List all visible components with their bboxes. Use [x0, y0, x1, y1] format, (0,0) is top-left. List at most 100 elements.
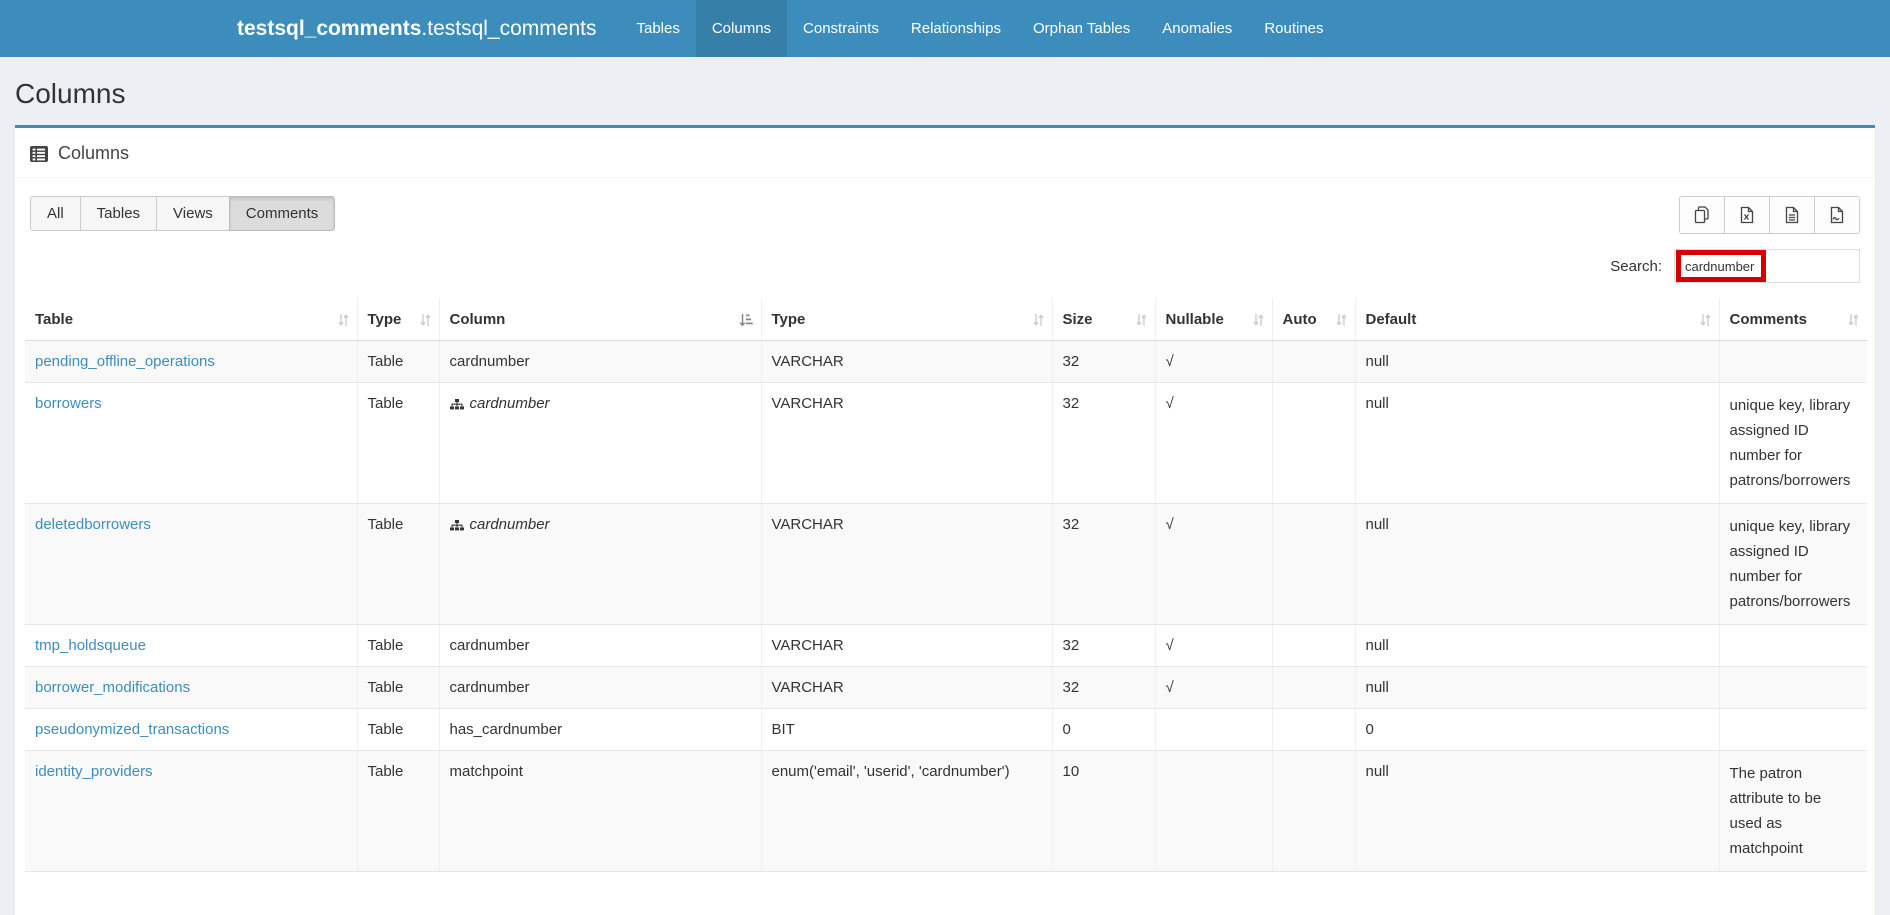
default-cell: 0: [1355, 709, 1719, 751]
default-cell: null: [1355, 504, 1719, 625]
column-header-comments[interactable]: Comments: [1719, 299, 1867, 341]
comments-cell: [1719, 625, 1867, 667]
filter-button-all[interactable]: All: [30, 196, 81, 231]
auto-cell: [1272, 751, 1355, 872]
column-name-cell: matchpoint: [439, 751, 761, 872]
table-row: identity_providers Table matchpoint enum…: [25, 751, 1867, 872]
app-brand: testsql_comments.testsql_comments: [237, 0, 596, 57]
export-excel-button[interactable]: [1724, 196, 1770, 234]
table-link[interactable]: borrower_modifications: [35, 679, 190, 696]
brand-schema-name: .testsql_comments: [421, 17, 596, 41]
auto-cell: [1272, 383, 1355, 504]
sort-icon[interactable]: [1336, 312, 1347, 327]
filter-button-tables[interactable]: Tables: [80, 196, 157, 231]
table-link[interactable]: deletedborrowers: [35, 516, 151, 533]
size-cell: 0: [1052, 709, 1155, 751]
comments-cell: unique key, library assigned ID number f…: [1719, 504, 1867, 625]
nullable-cell: √: [1155, 625, 1272, 667]
nav-tab-orphan-tables[interactable]: Orphan Tables: [1017, 0, 1146, 57]
column-header-type[interactable]: Type: [761, 299, 1052, 341]
column-header-auto[interactable]: Auto: [1272, 299, 1355, 341]
auto-cell: [1272, 667, 1355, 709]
object-type-cell: Table: [357, 709, 439, 751]
export-button-group: [1679, 196, 1860, 234]
table-name-cell: pseudonymized_transactions: [25, 709, 357, 751]
nav-tab-tables[interactable]: Tables: [620, 0, 695, 57]
right-tools: Search:: [1610, 196, 1860, 283]
search-input[interactable]: [1674, 249, 1860, 283]
navbar: testsql_comments.testsql_comments Tables…: [0, 0, 1890, 57]
object-type-cell: Table: [357, 667, 439, 709]
table-name-cell: borrower_modifications: [25, 667, 357, 709]
table-body: pending_offline_operations Table cardnum…: [25, 341, 1867, 872]
column-header-nullable[interactable]: Nullable: [1155, 299, 1272, 341]
object-type-cell: Table: [357, 383, 439, 504]
auto-cell: [1272, 625, 1355, 667]
table-link[interactable]: pending_offline_operations: [35, 353, 215, 370]
size-cell: 32: [1052, 667, 1155, 709]
size-cell: 32: [1052, 625, 1155, 667]
file-lines-icon: [1782, 205, 1802, 225]
nav-tab-columns[interactable]: Columns: [696, 0, 787, 57]
sort-icon[interactable]: [1700, 312, 1711, 327]
data-type-cell: VARCHAR: [761, 383, 1052, 504]
object-type-cell: Table: [357, 504, 439, 625]
nav-tabs: TablesColumnsConstraintsRelationshipsOrp…: [620, 0, 1339, 57]
table-name-cell: identity_providers: [25, 751, 357, 872]
column-header-type[interactable]: Type: [357, 299, 439, 341]
search-label: Search:: [1610, 258, 1662, 275]
column-header-default[interactable]: Default: [1355, 299, 1719, 341]
column-header-size[interactable]: Size: [1052, 299, 1155, 341]
table-name-cell: borrowers: [25, 383, 357, 504]
column-name-cell: cardnumber: [439, 625, 761, 667]
nullable-cell: [1155, 751, 1272, 872]
table-link[interactable]: borrowers: [35, 395, 102, 412]
filter-button-group: AllTablesViewsComments: [30, 196, 335, 231]
nav-tab-relationships[interactable]: Relationships: [895, 0, 1017, 57]
sort-icon[interactable]: [739, 312, 753, 327]
nav-tab-anomalies[interactable]: Anomalies: [1146, 0, 1248, 57]
export-csv-button[interactable]: [1769, 196, 1815, 234]
default-cell: null: [1355, 625, 1719, 667]
nullable-cell: √: [1155, 341, 1272, 383]
default-cell: null: [1355, 383, 1719, 504]
default-cell: null: [1355, 751, 1719, 872]
comments-cell: [1719, 667, 1867, 709]
columns-table: Table Type Column: [25, 299, 1867, 872]
copy-button[interactable]: [1679, 196, 1725, 234]
card-header: Columns: [15, 128, 1875, 178]
sort-icon[interactable]: [1253, 312, 1264, 327]
nav-tab-routines[interactable]: Routines: [1248, 0, 1339, 57]
sort-icon[interactable]: [420, 312, 431, 327]
sort-icon[interactable]: [1033, 312, 1044, 327]
column-header-column[interactable]: Column: [439, 299, 761, 341]
comments-cell: [1719, 709, 1867, 751]
filter-button-comments[interactable]: Comments: [229, 196, 336, 231]
column-name-cell: cardnumber: [439, 667, 761, 709]
auto-cell: [1272, 709, 1355, 751]
copy-icon: [1692, 205, 1712, 225]
sort-icon[interactable]: [1136, 312, 1147, 327]
page-title: Columns: [15, 78, 1875, 110]
column-name-cell: cardnumber: [439, 504, 761, 625]
object-type-cell: Table: [357, 751, 439, 872]
column-header-table[interactable]: Table: [25, 299, 357, 341]
table-link[interactable]: tmp_holdsqueue: [35, 637, 146, 654]
sort-icon[interactable]: [338, 312, 349, 327]
table-link[interactable]: identity_providers: [35, 763, 153, 780]
table-row: borrower_modifications Table cardnumber …: [25, 667, 1867, 709]
default-cell: null: [1355, 341, 1719, 383]
data-type-cell: VARCHAR: [761, 625, 1052, 667]
sitemap-icon: [450, 520, 464, 531]
nav-tab-constraints[interactable]: Constraints: [787, 0, 895, 57]
auto-cell: [1272, 504, 1355, 625]
sort-icon[interactable]: [1848, 312, 1859, 327]
export-pdf-button[interactable]: [1814, 196, 1860, 234]
table-name-cell: deletedborrowers: [25, 504, 357, 625]
filter-button-views[interactable]: Views: [156, 196, 230, 231]
toolbar: AllTablesViewsComments: [25, 188, 1865, 283]
table-row: pseudonymized_transactions Table has_car…: [25, 709, 1867, 751]
table-link[interactable]: pseudonymized_transactions: [35, 721, 229, 738]
data-type-cell: VARCHAR: [761, 667, 1052, 709]
object-type-cell: Table: [357, 625, 439, 667]
